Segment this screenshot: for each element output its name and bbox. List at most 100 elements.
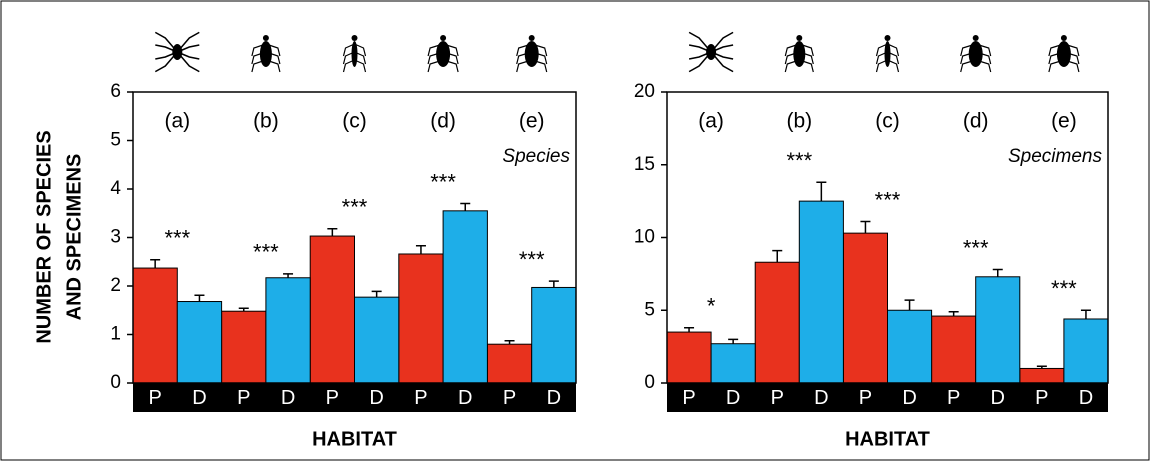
- error-bar: [1081, 310, 1091, 319]
- insect-icon: [877, 35, 899, 72]
- icon-head: [352, 35, 358, 41]
- icon-leg: [711, 52, 733, 72]
- habitat-label: P: [237, 387, 250, 409]
- habitat-label: D: [991, 387, 1005, 409]
- y-tick-label: 10: [634, 227, 655, 248]
- bar: [266, 278, 310, 383]
- bar: [443, 211, 487, 383]
- icon-leg: [177, 52, 199, 72]
- insect-icon: [961, 35, 991, 72]
- habitat-label: D: [369, 387, 383, 409]
- significance: ***: [963, 235, 989, 260]
- x-axis-title: HABITAT: [312, 428, 397, 450]
- significance: ***: [430, 169, 456, 194]
- bar: [399, 254, 443, 383]
- panel-label: Species: [502, 146, 570, 167]
- icon-head: [885, 35, 891, 41]
- y-tick-label: 6: [110, 81, 121, 102]
- icon-head: [973, 35, 979, 41]
- habitat-label: P: [326, 387, 339, 409]
- habitat-label: P: [771, 387, 784, 409]
- icon-head: [1061, 35, 1067, 41]
- significance: ***: [519, 247, 545, 272]
- habitat-label: D: [192, 387, 206, 409]
- error-bar: [416, 246, 426, 254]
- bar: [310, 236, 354, 383]
- bar: [177, 302, 221, 383]
- icon-head: [796, 35, 802, 41]
- bar: [888, 310, 932, 383]
- group-label: (e): [1051, 110, 1077, 133]
- habitat-label: P: [682, 387, 695, 409]
- icon-leg: [689, 32, 711, 52]
- group-label: (a): [164, 110, 190, 133]
- insect-icon: [1049, 35, 1079, 72]
- habitat-label: D: [281, 387, 295, 409]
- bar: [133, 268, 177, 383]
- insect-icon: [428, 35, 458, 72]
- y-tick-label: 0: [110, 372, 121, 393]
- y-tick-label: 0: [644, 372, 655, 393]
- y-axis-title: AND SPECIMENS: [63, 154, 85, 321]
- y-tick-label: 4: [110, 178, 121, 199]
- error-bar: [194, 295, 204, 301]
- error-bar: [549, 281, 559, 287]
- bar: [1064, 319, 1108, 383]
- y-tick-label: 20: [634, 81, 655, 102]
- group-label: (c): [342, 110, 367, 133]
- figure: PPPPPDDDDD0123456(a)***(b)***(c)***(d)**…: [0, 0, 1150, 461]
- habitat-label: P: [1035, 387, 1048, 409]
- icon-leg: [689, 52, 711, 72]
- icon-head: [529, 35, 535, 41]
- error-bar: [372, 291, 382, 297]
- habitat-label: P: [148, 387, 161, 409]
- error-bar: [283, 274, 293, 278]
- icon-leg: [155, 52, 177, 72]
- habitat-label: D: [726, 387, 740, 409]
- significance: ***: [1051, 276, 1077, 301]
- error-bar: [505, 341, 515, 344]
- significance: ***: [342, 195, 368, 220]
- habitat-label: D: [814, 387, 828, 409]
- significance: ***: [875, 187, 901, 212]
- bar: [843, 233, 887, 383]
- group-label: (e): [519, 110, 545, 133]
- error-bar: [460, 204, 470, 211]
- habitat-label: D: [1079, 387, 1093, 409]
- bar: [222, 311, 266, 383]
- error-bar: [684, 328, 694, 332]
- habitat-label: D: [902, 387, 916, 409]
- error-bar: [327, 229, 337, 236]
- habitat-label: P: [859, 387, 872, 409]
- bar: [711, 344, 755, 383]
- bar: [667, 332, 711, 383]
- habitat-label: D: [458, 387, 472, 409]
- error-bar: [993, 270, 1003, 277]
- group-label: (b): [253, 110, 279, 133]
- bar: [799, 201, 843, 383]
- bar: [755, 262, 799, 383]
- insect-icon: [252, 35, 280, 72]
- error-bar: [150, 260, 160, 268]
- error-bar: [772, 251, 782, 263]
- panel-label: Specimens: [1008, 146, 1102, 167]
- habitat-label: D: [547, 387, 561, 409]
- bar: [932, 316, 976, 383]
- group-label: (a): [698, 110, 724, 133]
- habitat-label: P: [503, 387, 516, 409]
- bar: [355, 297, 399, 383]
- bar: [532, 287, 576, 383]
- insect-icon: [517, 35, 547, 72]
- error-bar: [728, 339, 738, 343]
- significance: ***: [253, 240, 279, 265]
- error-bar: [949, 312, 959, 316]
- error-bar: [860, 221, 870, 233]
- bar: [976, 277, 1020, 383]
- group-label: (b): [786, 110, 812, 133]
- bar: [1020, 368, 1064, 383]
- significance: ***: [164, 226, 190, 251]
- y-tick-label: 1: [110, 324, 121, 345]
- insect-icon: [689, 32, 733, 71]
- icon-head: [263, 35, 269, 41]
- y-tick-label: 3: [110, 227, 121, 248]
